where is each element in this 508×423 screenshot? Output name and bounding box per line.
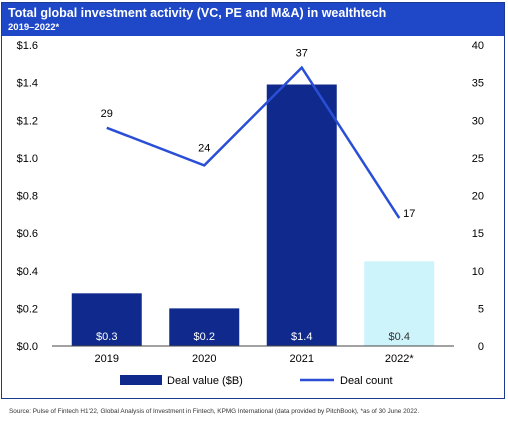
chart-subtitle: 2019–2022* [8,22,60,33]
y-right-tick-label: 5 [478,303,484,315]
y-right-tick-label: 20 [472,191,484,203]
source-note: Source: Pulse of Fintech H1'22, Global A… [9,408,420,415]
y-left-tick-label: $0.6 [17,228,38,240]
y-right-tick-label: 0 [478,341,484,353]
bar-value-label: $0.3 [96,331,117,343]
y-right-tick-label: 30 [472,115,484,127]
bar [266,84,337,346]
legend-label-deal-value: Deal value ($B) [167,375,243,387]
deal-count-line [106,65,401,219]
y-left-tick-label: $1.4 [17,78,38,90]
x-tick-label: 2019 [95,353,119,365]
bar-value-label: $1.4 [291,331,312,343]
bar-value-label: $0.4 [389,331,410,343]
deal-count-label: 17 [403,208,415,220]
y-left-tick-label: $0.2 [17,303,38,315]
chart-header: Total global investment activity (VC, PE… [2,3,504,36]
chart-title: Total global investment activity (VC, PE… [8,6,387,20]
x-tick-label: 2021 [290,353,314,365]
bar [169,308,240,346]
deal-count-label: 29 [101,108,113,120]
investment-chart: $0.0 $0.2 $0.4 $0.6 $0.8 $1.0 $1.2 $1.4 $1.6 0 5 10… [17,40,484,387]
y-right-tick-label: 15 [472,228,484,240]
x-tick-label: 2020 [192,353,216,365]
y-left-tick-label: $0.4 [17,266,38,278]
chart-frame: Total global investment activity (VC, PE… [1,2,505,399]
y-left-tick-label: $1.0 [17,153,38,165]
bar-value-label: $0.2 [194,331,215,343]
y-right-tick-label: 35 [472,78,484,90]
y-right-tick-label: 40 [472,40,484,52]
deal-count-label: 24 [198,142,210,154]
y-left-tick-label: $0.8 [17,191,38,203]
y-left-tick-label: $0.0 [17,341,38,353]
deal-count-label: 37 [296,48,308,60]
y-right-tick-label: 25 [472,153,484,165]
y-right-tick-label: 10 [472,266,484,278]
y-left-tick-label: $1.2 [17,115,38,127]
legend-swatch-deal-value [120,375,162,385]
x-tick-label: 2022* [385,353,414,365]
legend-label-deal-count: Deal count [340,375,393,387]
y-left-tick-label: $1.6 [17,40,38,52]
bar [71,293,142,346]
bar [364,261,435,346]
